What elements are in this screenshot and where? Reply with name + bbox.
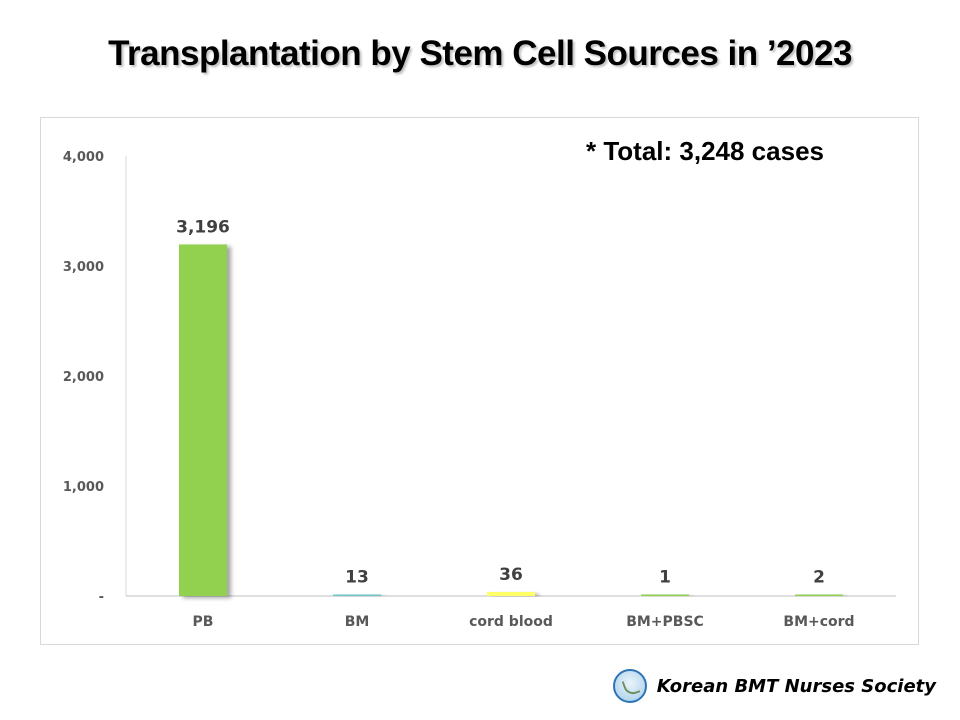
bar-cord-blood <box>487 592 535 596</box>
society-logo-icon <box>612 669 647 703</box>
x-tick-label: PB <box>193 614 214 630</box>
x-tick-label: BM+PBSC <box>626 614 704 630</box>
slide-title: Transplantation by Stem Cell Sources in … <box>108 34 852 73</box>
y-tick-label: 2,000 <box>63 370 104 385</box>
footer: Korean BMT Nurses Society <box>612 668 936 704</box>
chart-frame: - 1,000 2,000 3,000 4,000 3,196 PB 13 BM 36 cord … <box>40 117 919 645</box>
bar-bm-pbsc <box>641 594 689 596</box>
x-tick-label: BM <box>345 614 370 630</box>
data-label: 36 <box>499 565 523 585</box>
data-label: 13 <box>345 568 369 588</box>
chart-labels: 3,196 PB 13 BM 36 cord blood 1 BM+PBSC 2 BM+cord <box>176 217 854 630</box>
data-label: 1 <box>659 568 671 588</box>
y-tick-label: - <box>99 590 104 605</box>
y-tick-label: 3,000 <box>63 260 104 275</box>
chart-axes: - 1,000 2,000 3,000 4,000 <box>63 150 896 605</box>
bar-chart: - 1,000 2,000 3,000 4,000 3,196 PB 13 BM 36 cord … <box>63 150 896 630</box>
footer-organization: Korean BMT Nurses Society <box>656 675 936 697</box>
y-tick-label: 1,000 <box>63 480 104 495</box>
bar-bm-cord <box>795 594 843 596</box>
data-label: 3,196 <box>176 217 230 237</box>
bar-pb <box>179 244 227 596</box>
bar-bm <box>333 594 381 596</box>
data-label: 2 <box>813 568 825 588</box>
x-tick-label: cord blood <box>469 614 553 630</box>
x-tick-label: BM+cord <box>783 614 854 630</box>
chart-bars <box>179 244 843 596</box>
total-annotation: * Total: 3,248 cases <box>586 136 824 166</box>
y-tick-label: 4,000 <box>63 150 104 165</box>
